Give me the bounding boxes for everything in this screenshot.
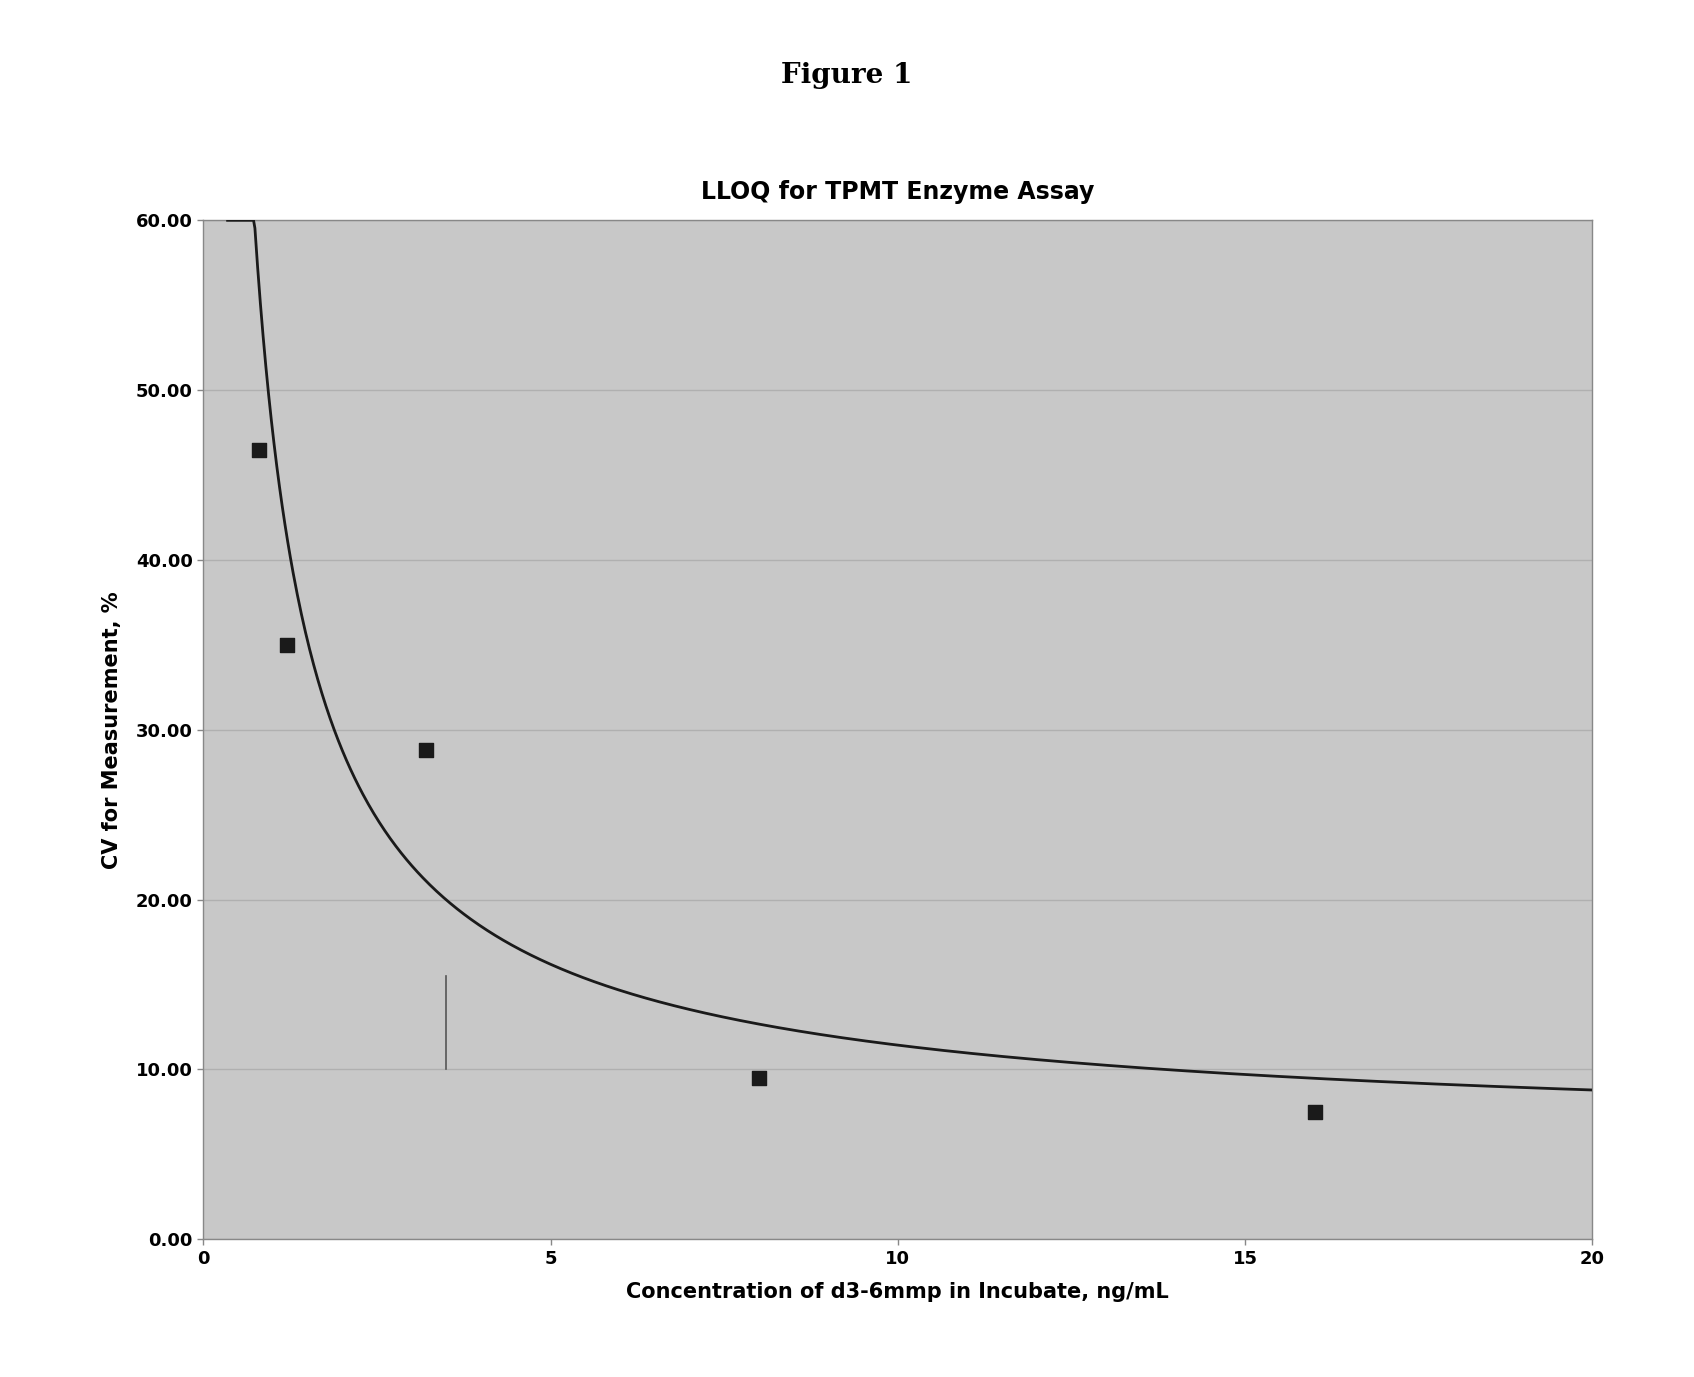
Point xyxy=(246,438,273,460)
Y-axis label: CV for Measurement, %: CV for Measurement, % xyxy=(102,591,122,869)
Text: Figure 1: Figure 1 xyxy=(781,62,913,90)
Point xyxy=(745,1067,772,1089)
Title: LLOQ for TPMT Enzyme Assay: LLOQ for TPMT Enzyme Assay xyxy=(701,180,1094,205)
Point xyxy=(273,633,300,655)
Point xyxy=(1301,1102,1328,1124)
Point xyxy=(412,739,439,761)
X-axis label: Concentration of d3-6mmp in Incubate, ng/mL: Concentration of d3-6mmp in Incubate, ng… xyxy=(627,1282,1169,1301)
